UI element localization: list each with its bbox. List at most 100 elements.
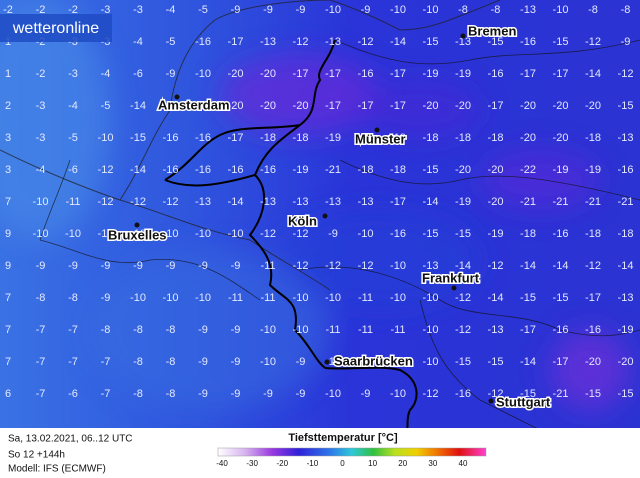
grid-value: -10 bbox=[325, 4, 341, 16]
grid-value: -14 bbox=[618, 260, 634, 272]
grid-value: -12 bbox=[98, 196, 114, 208]
grid-value: -8 bbox=[588, 4, 598, 16]
grid-value: -19 bbox=[325, 132, 341, 144]
grid-value: -16 bbox=[195, 164, 211, 176]
grid-value: -21 bbox=[520, 196, 536, 208]
grid-value: -18 bbox=[455, 132, 471, 144]
grid-value: -10 bbox=[260, 324, 276, 336]
grid-value: -9 bbox=[101, 260, 111, 272]
grid-value: -17 bbox=[520, 68, 536, 80]
grid-value: -20 bbox=[553, 100, 569, 112]
grid-value: -14 bbox=[553, 260, 569, 272]
grid-value: -5 bbox=[68, 132, 78, 144]
colorbar bbox=[217, 447, 487, 457]
grid-value: -12 bbox=[488, 388, 504, 400]
grid-value: -14 bbox=[390, 36, 406, 48]
grid-value: -21 bbox=[553, 196, 569, 208]
grid-value: -12 bbox=[618, 68, 634, 80]
grid-value: -9 bbox=[166, 260, 176, 272]
grid-value: -15 bbox=[618, 388, 634, 400]
grid-value: -11 bbox=[228, 292, 243, 304]
legend-tick-label: 40 bbox=[459, 459, 468, 468]
grid-value: -11 bbox=[65, 196, 80, 208]
city-dot bbox=[488, 398, 494, 404]
grid-value: -14 bbox=[488, 292, 504, 304]
grid-value: -9 bbox=[68, 260, 78, 272]
grid-value: -10 bbox=[390, 4, 406, 16]
city-label: Frankfurt bbox=[422, 270, 480, 285]
grid-value: -20 bbox=[455, 100, 471, 112]
grid-value: -8 bbox=[133, 388, 143, 400]
logo-box bbox=[0, 14, 112, 42]
city-dot bbox=[374, 127, 380, 133]
state-borders bbox=[39, 39, 640, 431]
grid-value: -12 bbox=[293, 36, 309, 48]
grid-value: -10 bbox=[65, 228, 81, 240]
grid-value: -10 bbox=[260, 356, 276, 368]
grid-value: -19 bbox=[455, 196, 471, 208]
grid-value: -9 bbox=[133, 260, 143, 272]
grid-value: -12 bbox=[585, 260, 601, 272]
grid-value: -17 bbox=[390, 196, 406, 208]
legend-tick-label: -40 bbox=[216, 459, 228, 468]
grid-value: -12 bbox=[293, 260, 309, 272]
grid-value: -16 bbox=[585, 324, 601, 336]
grid-value: -13 bbox=[260, 36, 276, 48]
grid-value: -8 bbox=[101, 324, 111, 336]
grid-value: -19 bbox=[488, 228, 504, 240]
grid-value: 3 bbox=[5, 164, 11, 176]
grid-value: -3 bbox=[36, 100, 46, 112]
grid-value: -17 bbox=[228, 132, 244, 144]
grid-value: -8 bbox=[166, 324, 176, 336]
grid-value: -10 bbox=[390, 260, 406, 272]
grid-value: -9 bbox=[296, 356, 306, 368]
grid-value: -18 bbox=[585, 228, 601, 240]
grid-value: -10 bbox=[33, 228, 49, 240]
city-dot bbox=[460, 33, 466, 39]
grid-value: -14 bbox=[228, 196, 244, 208]
grid-value: 7 bbox=[5, 324, 11, 336]
grid-value: -11 bbox=[260, 260, 275, 272]
grid-value: -17 bbox=[325, 68, 341, 80]
grid-value: -19 bbox=[553, 164, 569, 176]
grid-value: -20 bbox=[618, 356, 634, 368]
temperature-grid: -2 -2 -2 -3 -3 -4 -5 -9 -9 -9 -10 -9 -10 -10 -8 -8 -13 -1… bbox=[3, 4, 633, 400]
grid-value: -4 bbox=[133, 36, 143, 48]
grid-value: -11 bbox=[325, 324, 340, 336]
grid-value: -12 bbox=[585, 36, 601, 48]
grid-value: -13 bbox=[618, 132, 634, 144]
logo: wetteronline bbox=[12, 20, 99, 37]
grid-value: -8 bbox=[621, 4, 631, 16]
grid-value: -12 bbox=[293, 228, 309, 240]
coastlines bbox=[0, 0, 501, 291]
grid-value: -8 bbox=[133, 324, 143, 336]
grid-value: -12 bbox=[130, 196, 146, 208]
grid-value: -12 bbox=[325, 260, 341, 272]
grid-value: -20 bbox=[585, 356, 601, 368]
grid-value: -11 bbox=[260, 292, 275, 304]
grid-value: -16 bbox=[195, 36, 211, 48]
city-label: Münster bbox=[355, 131, 406, 146]
grid-value: -18 bbox=[390, 164, 406, 176]
grid-value: -20 bbox=[585, 100, 601, 112]
grid-value: -17 bbox=[488, 100, 504, 112]
grid-value: -10 bbox=[390, 292, 406, 304]
city-dot bbox=[174, 94, 180, 100]
grid-value: -16 bbox=[455, 388, 471, 400]
grid-value: 9 bbox=[5, 260, 11, 272]
grid-value: -9 bbox=[198, 260, 208, 272]
city-label: Bruxelles bbox=[108, 227, 167, 242]
grid-value: -14 bbox=[455, 260, 471, 272]
grid-value: -7 bbox=[101, 356, 111, 368]
grid-value: -12 bbox=[455, 324, 471, 336]
grid-value: -9 bbox=[296, 4, 306, 16]
grid-value: -9 bbox=[231, 356, 241, 368]
grid-value: -7 bbox=[68, 356, 78, 368]
footer-model: Modell: IFS (ECMWF) bbox=[8, 464, 106, 475]
grid-value: 7 bbox=[5, 196, 11, 208]
grid-value: -6 bbox=[133, 68, 143, 80]
grid-value: -17 bbox=[553, 68, 569, 80]
grid-value: -8 bbox=[68, 292, 78, 304]
grid-value: -18 bbox=[260, 132, 276, 144]
